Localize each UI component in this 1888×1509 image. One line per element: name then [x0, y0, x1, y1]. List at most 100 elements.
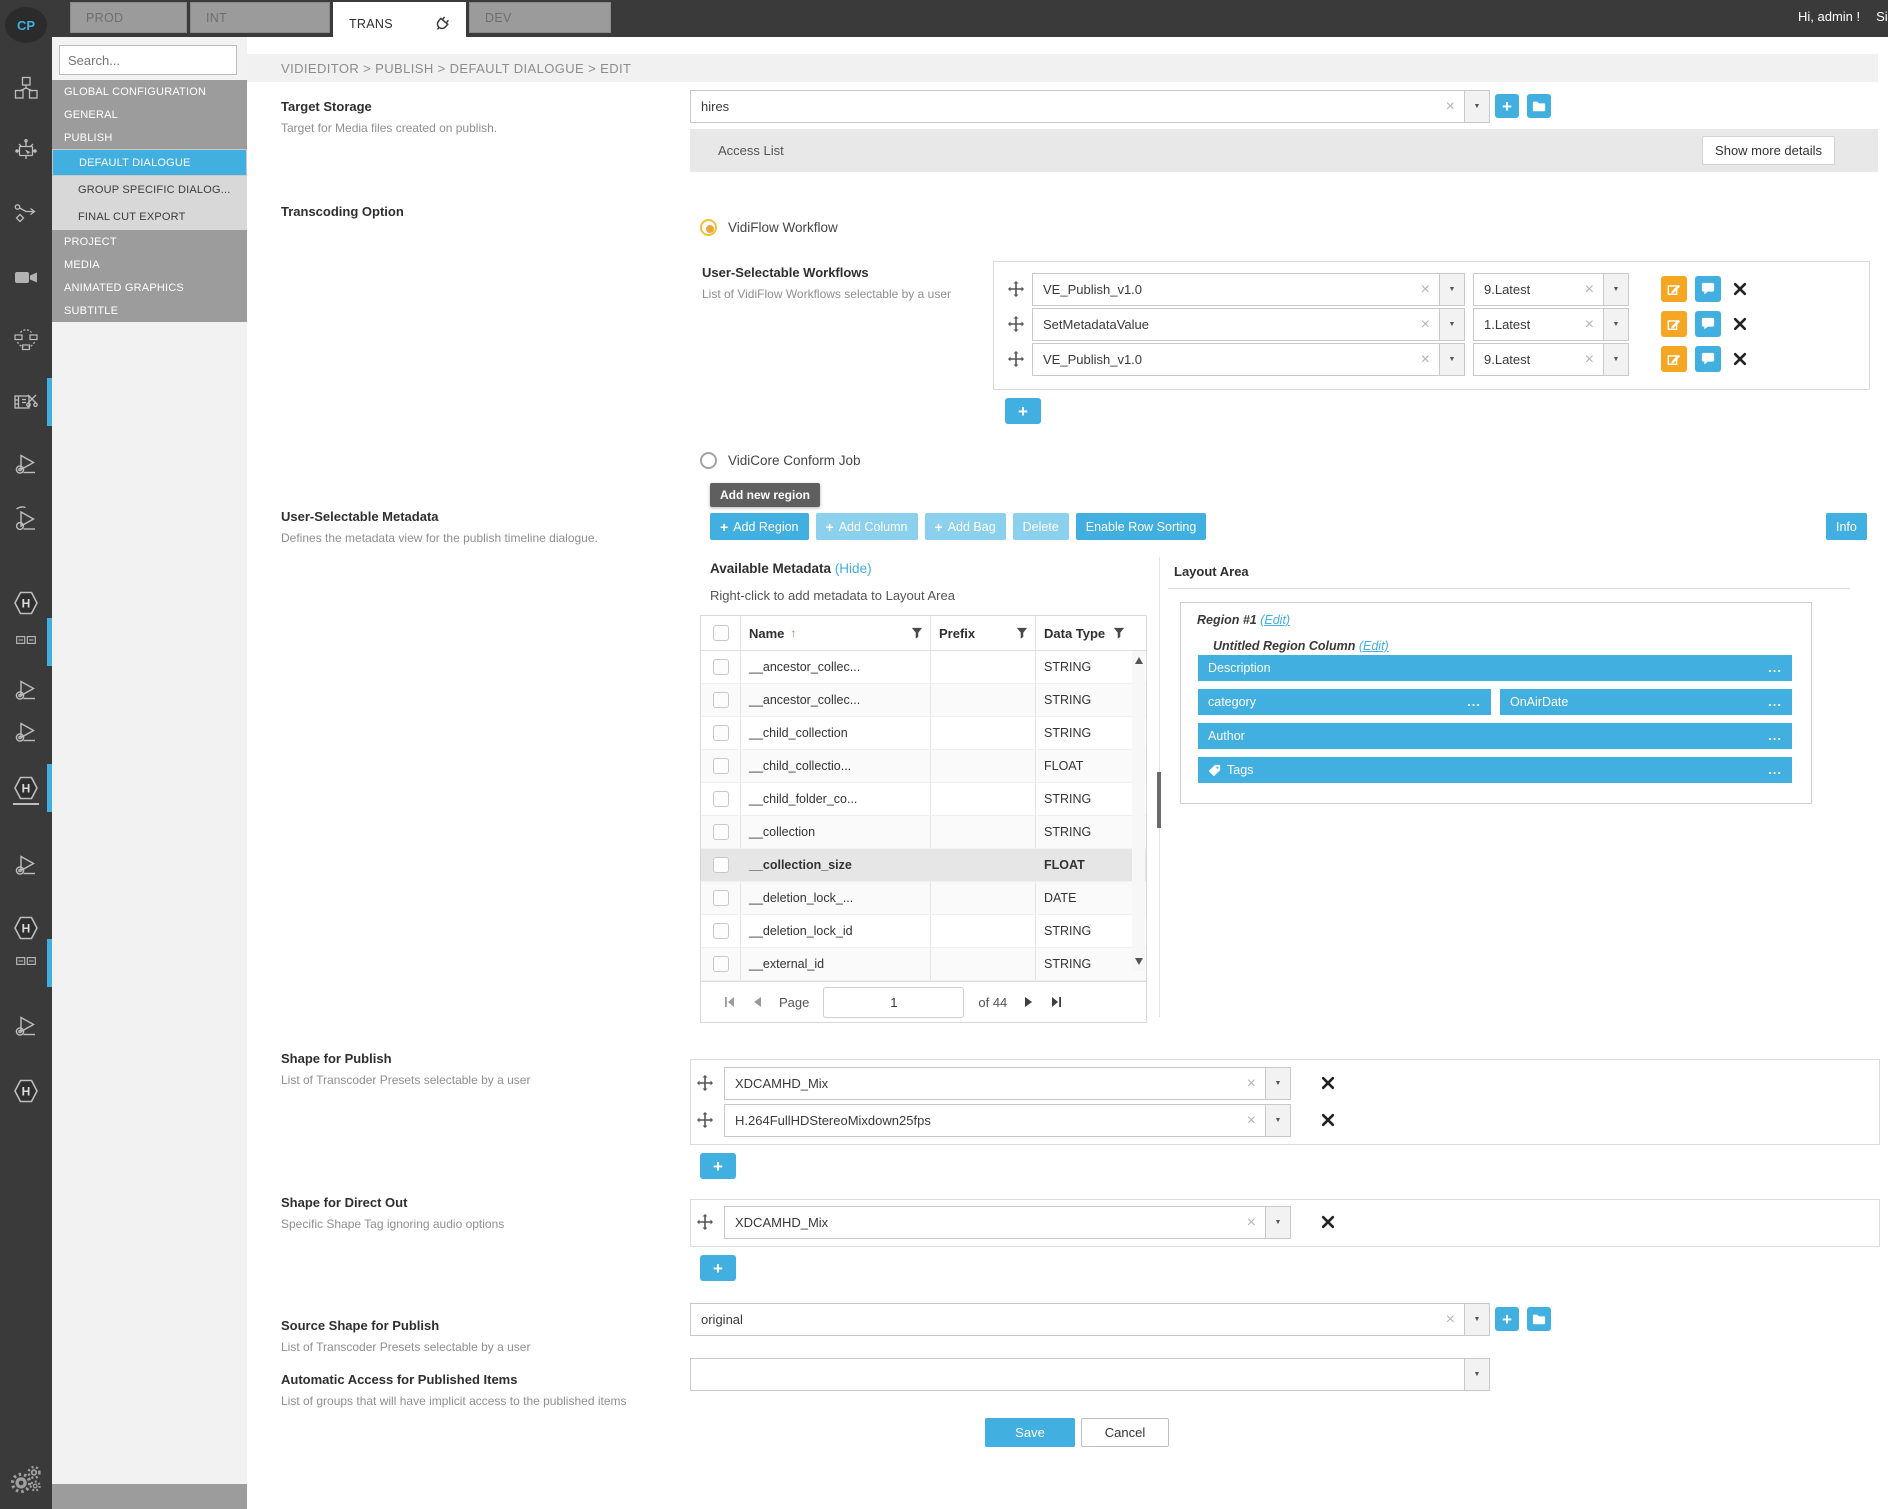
- add-column-button[interactable]: + Add Column: [815, 513, 918, 540]
- filter-icon[interactable]: [911, 627, 923, 639]
- add-source-shape-button[interactable]: +: [1495, 1307, 1519, 1331]
- chevron-down-icon[interactable]: ▼: [1464, 91, 1489, 122]
- add-region-button[interactable]: + Add Region: [710, 513, 809, 540]
- env-tab-int[interactable]: INT: [190, 2, 330, 33]
- media-player-icon[interactable]: [13, 451, 39, 477]
- shape-select[interactable]: H.264FullHDStereoMixdown25fps × ▼: [724, 1104, 1291, 1137]
- row-checkbox[interactable]: [712, 857, 729, 873]
- chevron-down-icon[interactable]: ▼: [1464, 1359, 1489, 1390]
- row-checkbox[interactable]: [712, 758, 729, 774]
- workflow-comment-button[interactable]: [1695, 311, 1721, 337]
- workflow-version-select[interactable]: 9.Latest × ▼: [1473, 343, 1629, 376]
- shape-select[interactable]: XDCAMHD_Mix × ▼: [724, 1206, 1291, 1239]
- remove-shape-icon[interactable]: [1321, 1076, 1335, 1090]
- add-direct-out-shape-button[interactable]: +: [700, 1255, 736, 1281]
- chevron-down-icon[interactable]: ▼: [1603, 344, 1628, 375]
- search-input[interactable]: [59, 45, 237, 75]
- scroll-down-icon[interactable]: [1134, 958, 1143, 965]
- video-camera-icon[interactable]: [13, 264, 39, 290]
- region-edit-link[interactable]: (Edit): [1260, 613, 1291, 627]
- clear-icon[interactable]: ×: [1584, 315, 1594, 333]
- helmut-hexagon-icon[interactable]: [13, 915, 39, 941]
- metadata-row[interactable]: __external_id STRING: [701, 948, 1146, 981]
- media-player-icon[interactable]: [13, 719, 39, 745]
- delete-button[interactable]: Delete: [1012, 513, 1069, 540]
- info-button[interactable]: Info: [1826, 513, 1867, 540]
- vidiflow-workflow-radio[interactable]: [700, 219, 717, 236]
- workflow-select[interactable]: VE_Publish_v1.0 × ▼: [1032, 343, 1465, 376]
- filter-icon[interactable]: [1016, 627, 1028, 639]
- row-checkbox[interactable]: [712, 725, 729, 741]
- page-number-input[interactable]: [823, 986, 965, 1018]
- clear-icon[interactable]: ×: [1420, 350, 1430, 368]
- chevron-down-icon[interactable]: ▼: [1439, 274, 1464, 305]
- row-checkbox[interactable]: [712, 923, 729, 939]
- last-page-icon[interactable]: [1049, 995, 1063, 1009]
- move-icon[interactable]: [697, 1214, 713, 1230]
- edit-workflow-button[interactable]: [1661, 346, 1687, 372]
- chevron-down-icon[interactable]: ▼: [1439, 309, 1464, 340]
- sidebar-item-media[interactable]: MEDIA: [52, 253, 247, 276]
- timeline-icon[interactable]: [15, 629, 37, 651]
- move-icon[interactable]: [1008, 351, 1024, 367]
- clear-icon[interactable]: ×: [1584, 280, 1594, 298]
- source-shape-select[interactable]: original × ▼: [690, 1303, 1490, 1336]
- sidebar-item-animated-graphics[interactable]: ANIMATED GRAPHICS: [52, 276, 247, 299]
- browse-source-folder-button[interactable]: [1527, 1307, 1551, 1331]
- save-button[interactable]: Save: [985, 1418, 1075, 1447]
- clear-icon[interactable]: ×: [1445, 1310, 1455, 1328]
- remove-workflow-icon[interactable]: [1733, 317, 1747, 331]
- clear-icon[interactable]: ×: [1246, 1213, 1256, 1231]
- clear-icon[interactable]: ×: [1445, 97, 1455, 115]
- metadata-row[interactable]: __deletion_lock_id STRING: [701, 915, 1146, 948]
- filter-icon[interactable]: [1113, 627, 1125, 639]
- metadata-row[interactable]: __deletion_lock_... DATE: [701, 882, 1146, 915]
- column-edit-link[interactable]: (Edit): [1358, 639, 1389, 653]
- workflow-comment-button[interactable]: [1695, 276, 1721, 302]
- row-checkbox[interactable]: [712, 791, 729, 807]
- row-checkbox[interactable]: [712, 956, 729, 972]
- sidebar-item-subtitle[interactable]: SUBTITLE: [52, 299, 247, 322]
- chevron-down-icon[interactable]: ▼: [1265, 1207, 1290, 1238]
- column-header-name[interactable]: Name ↑: [741, 616, 931, 650]
- chevron-down-icon[interactable]: ▼: [1603, 309, 1628, 340]
- move-icon[interactable]: [1008, 316, 1024, 332]
- sidebar-item-project[interactable]: PROJECT: [52, 230, 247, 253]
- env-tab-trans[interactable]: TRANS: [333, 2, 466, 46]
- helmut-hexagon-icon[interactable]: [13, 1078, 39, 1104]
- layout-field-onairdate[interactable]: OnAirDate...: [1500, 689, 1792, 715]
- shape-select[interactable]: XDCAMHD_Mix × ▼: [724, 1067, 1291, 1100]
- add-workflow-button[interactable]: +: [1005, 398, 1041, 424]
- timeline-icon[interactable]: [15, 950, 37, 972]
- previous-page-icon[interactable]: [751, 995, 765, 1009]
- signout-link[interactable]: Sign: [1876, 9, 1888, 24]
- remove-workflow-icon[interactable]: [1733, 352, 1747, 366]
- settings-gears-icon[interactable]: [10, 1462, 42, 1494]
- metadata-row[interactable]: __collection_size FLOAT: [701, 849, 1146, 882]
- metadata-row[interactable]: __ancestor_collec... STRING: [701, 684, 1146, 717]
- select-all-checkbox[interactable]: [712, 625, 729, 641]
- media-player-alt-icon[interactable]: [13, 505, 39, 531]
- sidebar-item-global-configuration[interactable]: GLOBAL CONFIGURATION: [52, 80, 247, 103]
- edit-workflow-button[interactable]: [1661, 311, 1687, 337]
- row-checkbox[interactable]: [712, 890, 729, 906]
- collaboration-icon[interactable]: [13, 326, 39, 352]
- table-scrollbar[interactable]: [1132, 651, 1145, 971]
- vidicore-conform-job-radio[interactable]: [700, 452, 717, 469]
- chevron-down-icon[interactable]: ▼: [1464, 1304, 1489, 1335]
- browse-folder-button[interactable]: [1527, 94, 1551, 118]
- remove-workflow-icon[interactable]: [1733, 282, 1747, 296]
- media-player-icon[interactable]: [13, 1013, 39, 1039]
- env-tab-prod[interactable]: PROD: [70, 2, 187, 33]
- metadata-row[interactable]: __ancestor_collec... STRING: [701, 651, 1146, 684]
- chevron-down-icon[interactable]: ▼: [1265, 1068, 1290, 1099]
- chevron-down-icon[interactable]: ▼: [1265, 1105, 1290, 1136]
- metadata-row[interactable]: __child_folder_co... STRING: [701, 783, 1146, 816]
- add-bag-button[interactable]: + Add Bag: [924, 513, 1006, 540]
- move-icon[interactable]: [1008, 281, 1024, 297]
- layout-field-author[interactable]: Author...: [1198, 723, 1792, 749]
- sidebar-item-publish[interactable]: PUBLISH: [52, 126, 247, 149]
- next-page-icon[interactable]: [1021, 995, 1035, 1009]
- env-tab-dev[interactable]: DEV: [469, 2, 611, 33]
- helmut-hexagon-icon[interactable]: [13, 775, 39, 805]
